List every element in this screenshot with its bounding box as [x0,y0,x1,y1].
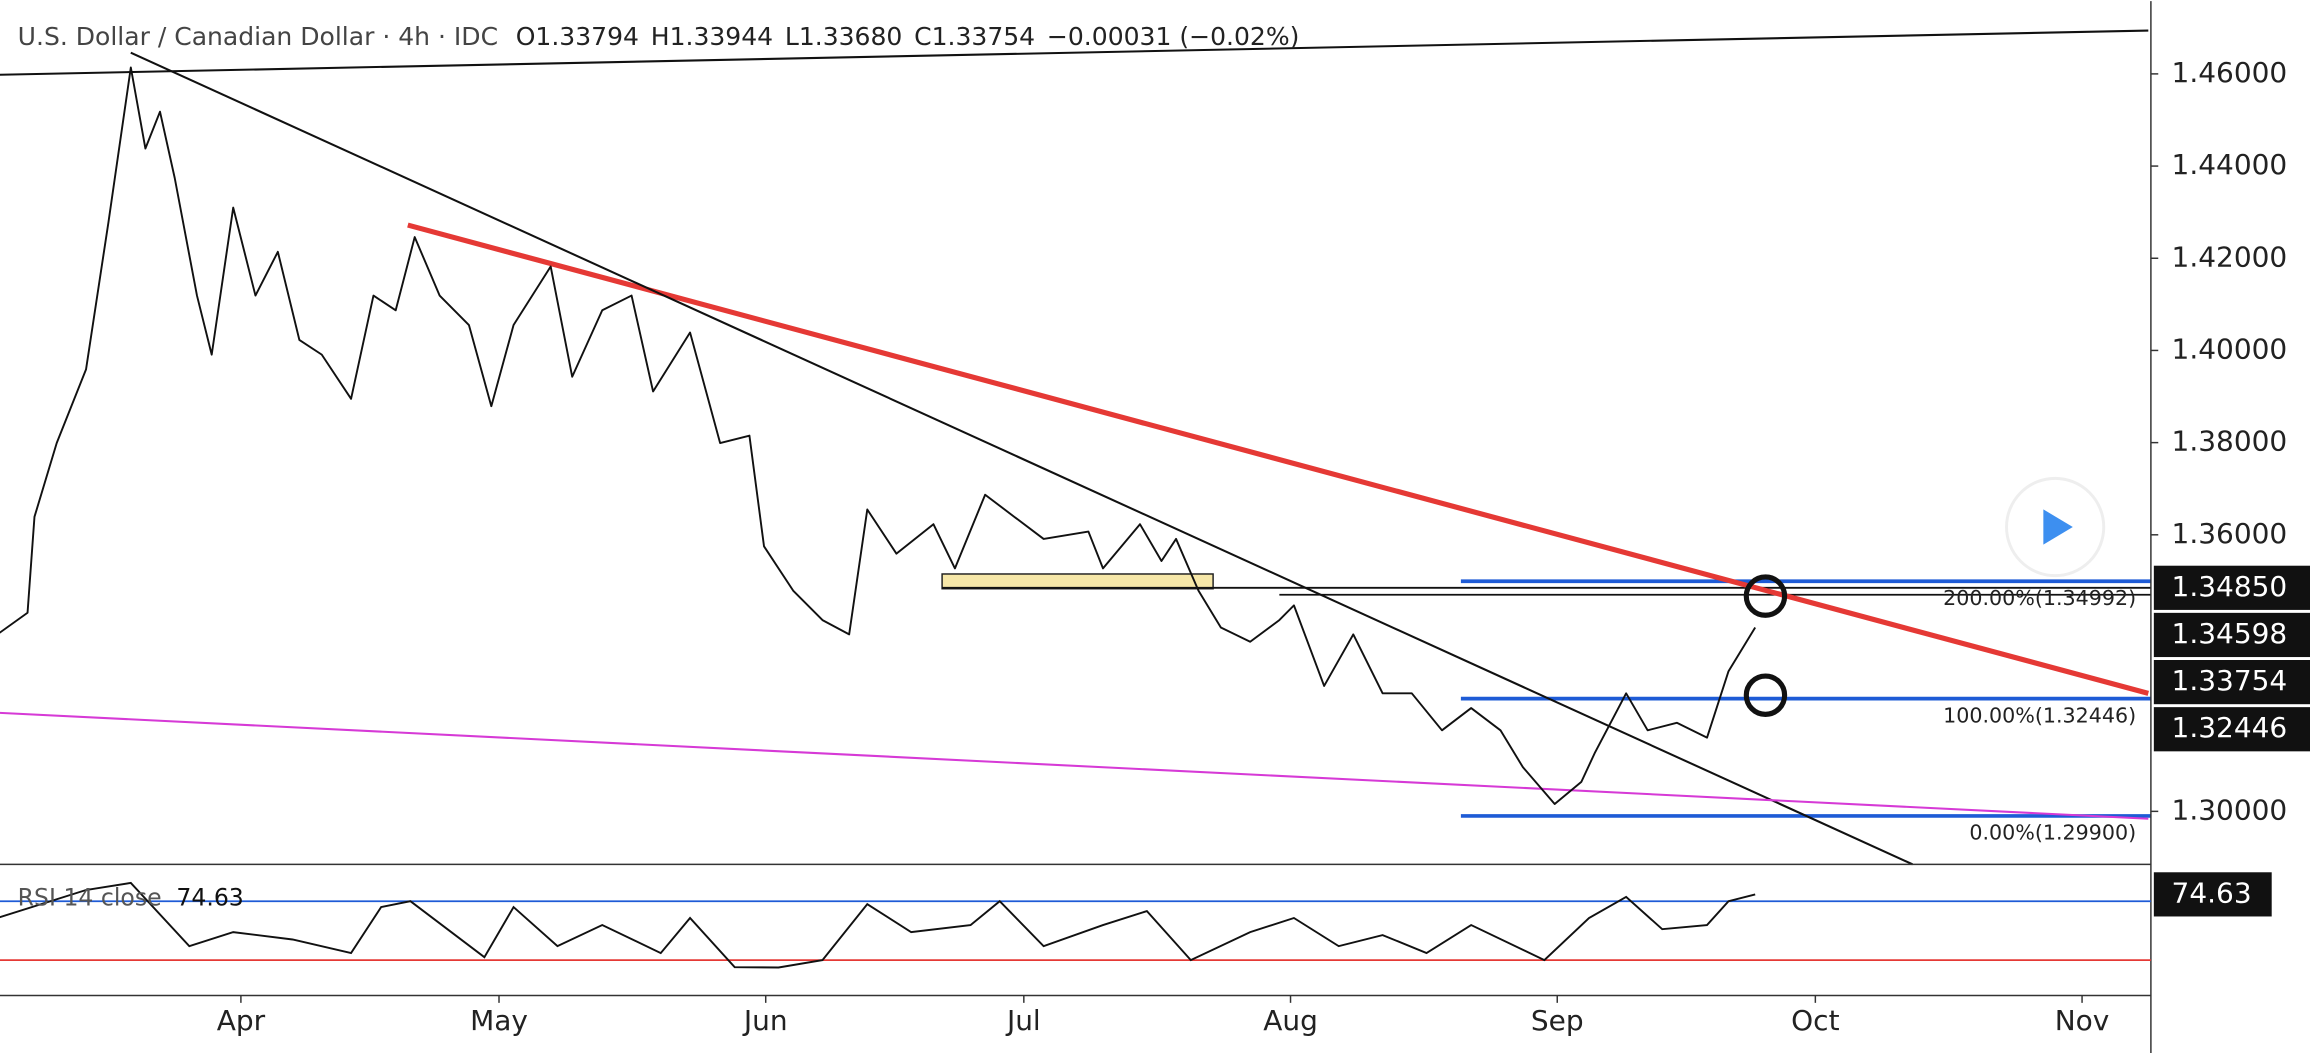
fib-label: 0.00%(1.29900) [1969,821,2136,845]
y-tick-label: 1.42000 [2172,240,2288,273]
plot-area: 200.00%(1.34992) 100.00%(1.32446) 0.00%(1.… [0,29,2151,866]
trendline [0,29,2149,76]
ohlc-value: 1.33754 [932,22,1036,51]
rsi-tag-label: 74.63 [2172,876,2252,909]
price-tag-label: 1.32446 [2172,711,2288,744]
x-tick-label: Nov [2055,1004,2110,1037]
y-tick-label: 1.38000 [2172,425,2288,458]
trendline [0,711,2149,820]
rsi-legend: RSI 14 close 74.63 [18,883,244,911]
circle-marker [1743,574,1788,618]
y-tick-label: 1.44000 [2172,148,2288,181]
change: −0.00031 (−0.02%) [1047,22,1299,51]
ohlc-key: O [516,22,536,51]
ohlc-key: C [914,22,931,51]
y-tick-label: 1.40000 [2172,332,2288,365]
fib-label: 200.00%(1.34992) [1943,586,2136,610]
ohlc-key: H [651,22,670,51]
header: U.S. Dollar / Canadian Dollar · 4h · IDC… [18,22,1300,51]
x-tick-label: Jun [742,1004,788,1037]
ohlc-value: 1.33944 [670,22,774,51]
play-button[interactable] [2005,476,2106,578]
price-tag [2153,565,2310,610]
x-tick-label: Sep [1531,1004,1584,1037]
play-icon[interactable] [2043,509,2073,545]
trendline [130,51,1914,866]
price-tag-label: 1.34598 [2172,617,2288,650]
rsi-name: RSI 14 close [18,883,162,911]
price-tag-label: 1.33754 [2172,664,2288,697]
price-tag [2153,612,2310,658]
x-tick-label: May [470,1004,528,1037]
price-tag [2153,660,2310,705]
ohlc-value: 1.33794 [535,22,639,51]
fib-label: 100.00%(1.32446) [1943,703,2136,727]
circle-marker [1743,673,1788,717]
rsi-line [0,881,1756,969]
x-tick-label: Aug [1263,1004,1318,1037]
rsi-tag [2153,872,2272,917]
y-tick-label: 1.36000 [2172,517,2288,550]
price-line [0,66,1757,805]
chart-title: U.S. Dollar / Canadian Dollar · 4h · IDC [18,22,498,51]
rsi-value: 74.63 [176,883,243,911]
trendline [407,222,2149,696]
ohlc-key: L [785,22,799,51]
x-tick-label: Oct [1791,1004,1839,1037]
y-tick-label: 1.30000 [2172,793,2288,826]
x-tick-label: Jul [1005,1004,1041,1037]
price-tag-label: 1.34850 [2172,570,2288,603]
x-tick-label: Apr [217,1004,266,1037]
price-tag [2153,707,2310,752]
y-tick-label: 1.46000 [2172,56,2288,89]
zone-box [941,573,1214,590]
ohlc-value: 1.33680 [799,22,903,51]
